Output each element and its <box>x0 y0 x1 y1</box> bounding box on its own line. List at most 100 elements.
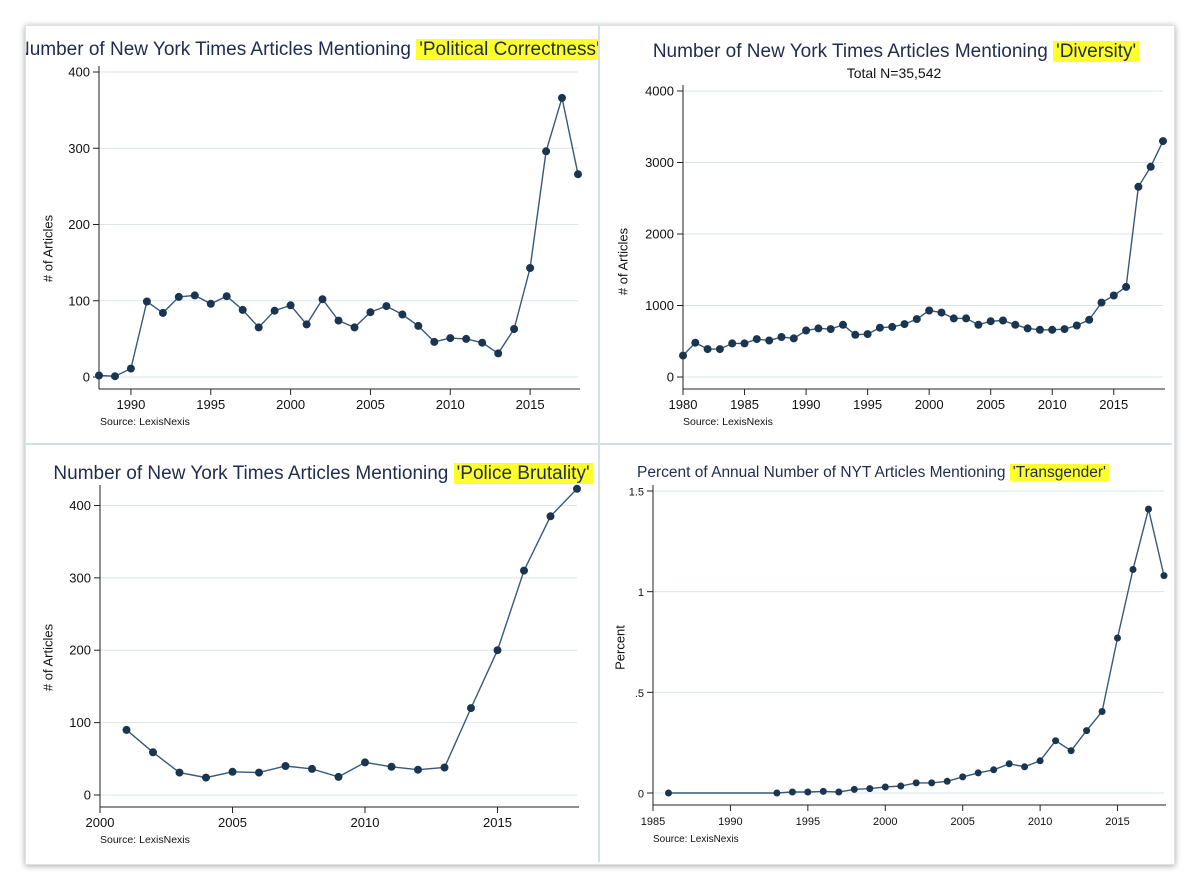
chart-title: Number of New York Times Articles Mentio… <box>610 40 1172 64</box>
data-point <box>912 779 920 787</box>
chart-title-highlight: 'Diversity' <box>1053 41 1140 62</box>
x-tick-label: 2005 <box>950 816 974 828</box>
x-tick-label: 2015 <box>1105 816 1129 828</box>
x-tick-label: 2010 <box>351 815 380 830</box>
data-point <box>703 345 712 354</box>
data-point <box>546 512 555 521</box>
x-tick-label: 2000 <box>873 816 897 828</box>
data-point <box>95 371 103 380</box>
data-point <box>1083 727 1091 735</box>
chart-title-text: Percent of Annual Number of NYT Articles… <box>637 464 1010 481</box>
chart-plot: 0 100 200 300 400 1990 1995 2000 2005 2010 2015 <box>68 65 582 412</box>
chart-title-highlight: 'Transgender' <box>1009 464 1109 481</box>
x-tick-label: 2010 <box>1028 816 1052 828</box>
data-point <box>925 306 934 315</box>
data-point <box>1159 137 1167 146</box>
data-point <box>912 315 921 324</box>
source-note: Source: LexisNexis <box>100 834 190 846</box>
data-point <box>542 147 551 156</box>
figure-frame <box>25 25 1175 865</box>
y-tick-label: 300 <box>69 570 91 585</box>
data-point <box>1072 321 1081 330</box>
data-point <box>478 338 487 347</box>
chart-plot: 0 100 200 300 400 2000 2005 2010 2015 <box>69 484 581 830</box>
data-point <box>142 297 151 306</box>
data-point <box>206 299 215 308</box>
chart-title-text: Number of New York Times Articles Mentio… <box>652 41 1054 62</box>
data-point <box>558 93 566 102</box>
data-point <box>126 364 135 373</box>
data-point <box>773 789 781 797</box>
x-tick-label: 2005 <box>218 815 247 830</box>
chart-panel-police-brutality: Number of New York Times Articles Mentio… <box>26 445 598 862</box>
data-point <box>467 704 475 713</box>
data-point <box>850 785 858 793</box>
data-point <box>238 305 247 314</box>
data-point <box>149 748 157 757</box>
data-point <box>691 338 700 347</box>
data-point <box>1129 566 1137 573</box>
data-point <box>866 785 874 793</box>
data-point <box>573 484 581 493</box>
y-tick-label: 0 <box>83 370 90 385</box>
data-point <box>1146 162 1155 171</box>
y-tick-label: 2000 <box>645 227 674 242</box>
data-point <box>387 762 396 771</box>
y-tick-label: 0 <box>84 788 91 803</box>
x-tick-label: 1995 <box>796 816 820 828</box>
data-point <box>1035 325 1044 334</box>
y-tick-label: 200 <box>69 643 91 658</box>
x-tick-label: 1980 <box>669 397 698 412</box>
data-point <box>752 335 761 344</box>
data-point <box>1097 298 1106 307</box>
data-point <box>158 308 167 317</box>
data-point <box>281 762 290 770</box>
data-point <box>526 264 535 272</box>
x-tick-label: 2005 <box>976 397 1005 412</box>
data-point <box>819 787 827 795</box>
data-point <box>814 324 823 333</box>
data-point <box>366 308 375 317</box>
data-point <box>715 345 724 354</box>
chart-panel-diversity: Number of New York Times Articles Mentio… <box>600 26 1172 443</box>
data-point <box>788 788 796 796</box>
data-point <box>1085 315 1094 324</box>
data-point <box>175 768 184 777</box>
chart-title: Percent of Annual Number of NYT Articles… <box>600 462 1159 484</box>
x-tick-label: 1995 <box>853 397 882 412</box>
x-tick-label: 1995 <box>196 397 225 412</box>
source-note: Source: LexisNexis <box>683 416 773 428</box>
y-tick-label: 300 <box>68 141 90 156</box>
data-point <box>228 767 237 776</box>
data-point <box>974 769 982 777</box>
horizontal-divider <box>26 443 1172 445</box>
data-point <box>1052 737 1060 745</box>
source-note: Source: LexisNexis <box>653 834 739 845</box>
data-point <box>510 325 519 333</box>
chart-title-text: Number of New York Times Articles Mentio… <box>26 39 417 60</box>
data-point <box>574 170 582 179</box>
y-tick-label: .5 <box>635 688 644 700</box>
data-point <box>111 372 119 381</box>
series-line <box>98 97 579 377</box>
series-line <box>682 140 1164 357</box>
source-note: Source: LexisNexis <box>100 416 190 428</box>
y-tick-label: 3000 <box>645 155 674 170</box>
data-point <box>430 337 439 346</box>
data-point <box>986 317 995 326</box>
x-tick-label: 2015 <box>516 397 545 412</box>
data-point <box>1036 757 1044 765</box>
data-point <box>1048 325 1057 334</box>
data-point <box>962 314 971 323</box>
x-tick-label: 2015 <box>483 815 512 830</box>
data-point <box>777 333 786 341</box>
chart-plot: 0 .5 1 1.5 1985 1990 1995 2000 2005 2010 2015 <box>629 485 1168 828</box>
y-tick-label: 200 <box>68 217 90 232</box>
data-point <box>839 320 847 329</box>
data-point <box>974 320 983 329</box>
chart-title-highlight: 'Police Brutality' <box>453 463 593 484</box>
data-point <box>959 773 967 781</box>
y-tick-label: 1 <box>638 587 644 599</box>
data-point <box>1145 505 1152 513</box>
data-point <box>382 302 391 311</box>
